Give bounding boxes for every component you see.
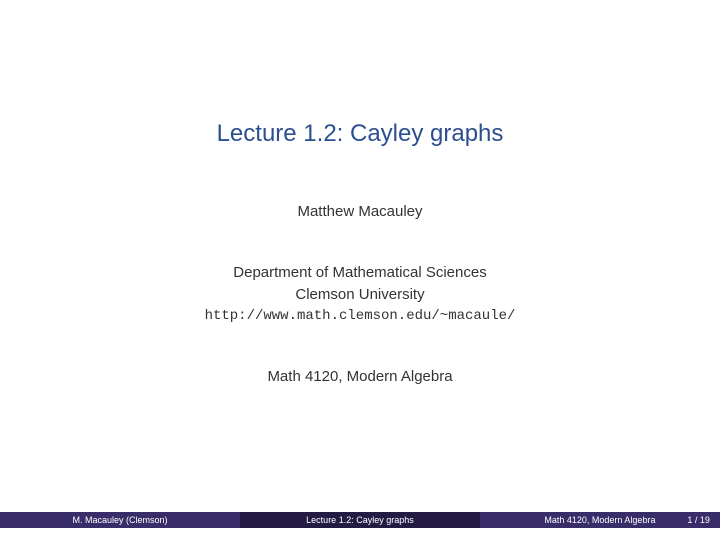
author-url: http://www.math.clemson.edu/~macaule/ xyxy=(205,306,516,326)
footer-page-number: 1 / 19 xyxy=(687,515,710,525)
footer-title-segment: Lecture 1.2: Cayley graphs xyxy=(240,512,480,528)
slide-footer: M. Macauley (Clemson) Lecture 1.2: Cayle… xyxy=(0,512,720,528)
footer-author-text: M. Macauley (Clemson) xyxy=(72,515,167,525)
footer-course-text: Math 4120, Modern Algebra xyxy=(544,515,655,525)
slide-content: Lecture 1.2: Cayley graphs Matthew Macau… xyxy=(0,0,720,519)
department-line: Department of Mathematical Sciences xyxy=(205,262,516,284)
lecture-title: Lecture 1.2: Cayley graphs xyxy=(217,120,504,148)
footer-course-segment: Math 4120, Modern Algebra 1 / 19 xyxy=(480,512,720,528)
course-name: Math 4120, Modern Algebra xyxy=(267,368,452,385)
affiliation-block: Department of Mathematical Sciences Clem… xyxy=(205,262,516,326)
footer-title-text: Lecture 1.2: Cayley graphs xyxy=(306,515,414,525)
footer-author-segment: M. Macauley (Clemson) xyxy=(0,512,240,528)
slide-frame: Lecture 1.2: Cayley graphs Matthew Macau… xyxy=(0,0,720,541)
author-name: Matthew Macauley xyxy=(297,203,422,220)
university-line: Clemson University xyxy=(205,284,516,306)
